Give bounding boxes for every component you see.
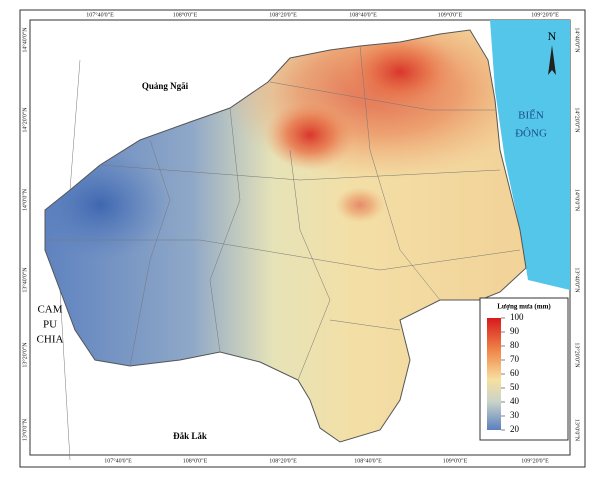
region-label: Quảng Ngãi (142, 81, 189, 91)
longitude-label: 108°0'0"E (183, 457, 208, 464)
legend-tick-label: 60 (510, 368, 520, 378)
latitude-label: 14°0'0"N (574, 189, 581, 212)
legend-tick-label: 100 (510, 312, 524, 322)
longitude-label: 109°0'0"E (443, 457, 468, 464)
latitude-label: 14°0'0"N (21, 188, 28, 211)
latitude-label: 14°40'0"N (574, 27, 581, 53)
north-arrow: N (548, 29, 557, 43)
region-label: Đắk Lắk (173, 431, 207, 441)
sea-label: BIỂN (518, 109, 544, 122)
legend-tick-label: 20 (510, 424, 520, 434)
longitude-label: 109°20'0"E (521, 457, 549, 464)
legend-colorbar (487, 318, 501, 430)
longitude-label: 108°40'0"E (349, 11, 377, 18)
latitude-label: 13°40'0"N (574, 267, 581, 293)
longitude-label: 108°40'0"E (354, 457, 382, 464)
longitude-label: 109°0'0"E (438, 11, 463, 18)
longitude-label: 107°40'0"E (104, 457, 132, 464)
latitude-label: 14°40'0"N (21, 27, 28, 53)
legend-title: Lượng mưa (mm) (497, 303, 551, 311)
latitude-label: 13°0'0"N (574, 419, 581, 442)
frame (19, 9, 586, 468)
latitude-label: 13°40'0"N (21, 267, 28, 293)
sea (490, 20, 570, 290)
longitude-label: 109°20'0"E (531, 11, 559, 18)
north-arrow-icon (548, 45, 556, 75)
longitude-label: 107°40'0"E (86, 11, 114, 18)
legend-tick-label: 70 (510, 354, 520, 364)
sea-label: ĐÔNG (515, 128, 547, 140)
longitude-label: 108°20'0"E (269, 11, 297, 18)
region-label: PU (43, 319, 57, 331)
province-border (44, 29, 527, 443)
legend-tick-label: 30 (510, 410, 520, 420)
longitude-label: 108°0'0"E (173, 11, 198, 18)
latitude-label: 13°0'0"N (21, 418, 28, 441)
latitude-label: 14°20'0"N (574, 107, 581, 133)
region-label: CAM (37, 304, 62, 316)
region-label: CHIA (37, 334, 64, 346)
latitude-label: 13°20'0"N (21, 342, 28, 368)
legend-tick-label: 90 (510, 326, 520, 336)
longitude-label: 108°20'0"E (269, 457, 297, 464)
legend-tick-label: 80 (510, 340, 520, 350)
legend-tick-label: 50 (510, 382, 520, 392)
district-borders (45, 45, 521, 461)
legend-tick-label: 40 (510, 396, 520, 406)
latitude-label: 13°20'0"N (574, 342, 581, 368)
latitude-label: 14°20'0"N (21, 107, 28, 133)
